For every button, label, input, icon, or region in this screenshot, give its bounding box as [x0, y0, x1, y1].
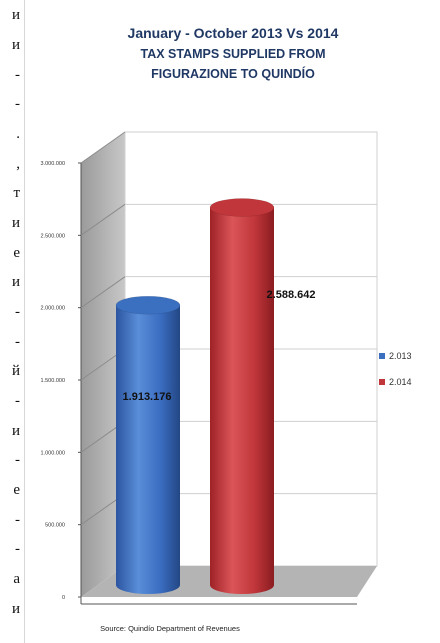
- legend-label: 2.014: [389, 377, 412, 387]
- bar-2.014: [210, 207, 274, 594]
- gridline-side: [80, 131, 126, 164]
- y-tick-label: 500.000: [45, 523, 65, 529]
- left-text-fragment: и: [11, 601, 20, 617]
- left-text-fragment: ,: [16, 156, 20, 172]
- legend-label: 2.013: [389, 351, 412, 361]
- bar-chart: January - October 2013 Vs 2014 TAX STAMP…: [41, 25, 412, 633]
- chart-title-line-3: FIGURAZIONE TO QUINDÍO: [151, 66, 315, 81]
- chart-panel: January - October 2013 Vs 2014 TAX STAMP…: [24, 0, 440, 643]
- left-text-fragment: и: [11, 7, 20, 23]
- left-text-fragment: а: [13, 571, 20, 587]
- y-tick-label: 1.500.000: [41, 378, 65, 384]
- gridline-side: [80, 203, 126, 236]
- left-text-fragment: -: [15, 304, 20, 320]
- legend-swatch-2.014: [379, 379, 385, 385]
- data-label: 1.913.176: [123, 391, 172, 403]
- chart-title-line-1: January - October 2013 Vs 2014: [128, 25, 339, 41]
- bar-top-2.013: [115, 295, 181, 315]
- y-tick-label: 0: [62, 595, 65, 601]
- y-tick-label: 1.000.000: [41, 450, 65, 456]
- left-text-fragment: и: [11, 215, 20, 231]
- y-tick-label: 3.000.000: [41, 161, 65, 167]
- bar-top-2.014: [209, 198, 275, 217]
- left-text-fragment: -: [15, 541, 20, 557]
- left-text-fragment: и: [11, 423, 20, 439]
- left-text-fragment: и: [11, 37, 20, 53]
- left-text-fragment: -: [15, 334, 20, 350]
- left-text-fragment: -: [15, 512, 20, 528]
- bar-2.013: [116, 305, 180, 594]
- y-tick-label: 2.500.000: [41, 233, 65, 239]
- y-tick-label: 2.000.000: [41, 306, 65, 312]
- source-note: Source: Quindío Department of Revenues: [100, 624, 240, 633]
- chart-title-line-2: TAX STAMPS SUPPLIED FROM: [141, 47, 326, 61]
- left-text-fragment: й: [11, 363, 20, 379]
- left-text-fragment: -: [15, 393, 20, 409]
- left-text-fragment: е: [13, 482, 20, 498]
- left-text-fragment: т: [13, 185, 20, 201]
- left-text-fragment: е: [13, 245, 20, 261]
- left-text-fragment: .: [16, 126, 20, 142]
- left-text-fragment: -: [15, 96, 20, 112]
- gridline-side: [80, 276, 126, 309]
- left-text-fragment: и: [11, 274, 20, 290]
- legend-swatch-2.013: [379, 353, 385, 359]
- left-text-fragment: -: [15, 67, 20, 83]
- data-label: 2.588.642: [267, 289, 316, 301]
- left-text-fragment: -: [15, 452, 20, 468]
